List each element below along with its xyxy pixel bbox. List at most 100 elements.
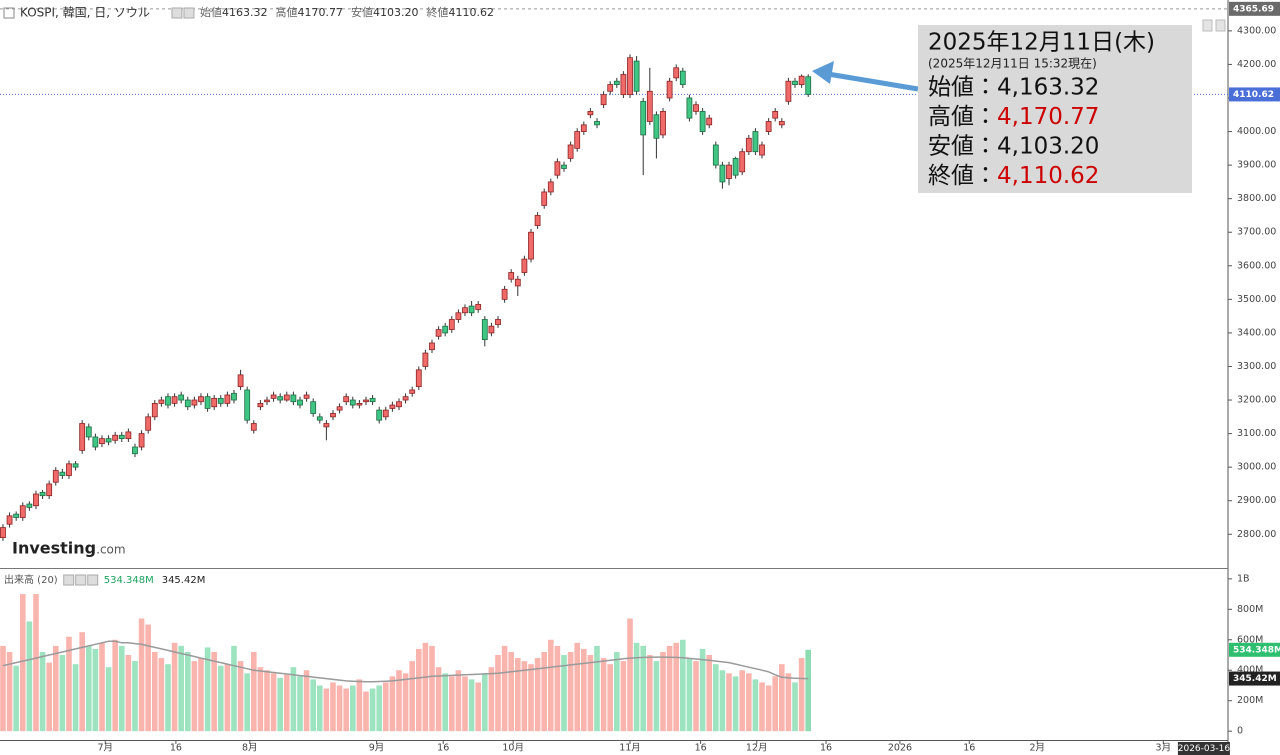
volume-last-label-box — [1229, 642, 1280, 657]
candle-body — [706, 117, 713, 126]
volume-bar — [541, 651, 548, 732]
candle-body — [165, 396, 171, 406]
candle-body — [184, 399, 191, 408]
candle-body — [323, 423, 330, 428]
volume-bar — [382, 682, 389, 732]
volume-ma-label-box — [1229, 671, 1280, 686]
volume-bar — [587, 655, 594, 732]
ohlc-value: 4170.77 — [297, 6, 343, 19]
candle-body — [376, 409, 383, 421]
candle-body — [264, 399, 270, 403]
candle-body — [607, 84, 614, 92]
cursor-date-box — [1177, 742, 1230, 755]
candle-body — [435, 329, 442, 337]
candle-body — [369, 397, 376, 403]
volume-bar — [409, 661, 415, 732]
volume-bar — [805, 649, 812, 732]
candle-body — [211, 397, 218, 408]
candle-body — [118, 434, 125, 440]
volume-bar — [6, 651, 13, 732]
x-tick-label: 10月 — [502, 743, 524, 754]
volume-bar — [600, 658, 607, 732]
candle-body — [798, 75, 805, 85]
x-tick-label: 16 — [695, 743, 707, 754]
candle-body — [719, 164, 726, 183]
y-tick-label: 2800.00 — [1237, 529, 1276, 540]
candle-body — [85, 426, 92, 438]
volume-bar — [343, 688, 349, 732]
chart-title: KOSPI, 韓国, 日, ソウル — [20, 6, 150, 20]
volume-bar — [402, 673, 409, 732]
candle-body — [699, 111, 706, 132]
candle-body — [554, 161, 561, 176]
volume-bar — [673, 642, 680, 732]
volume-bar — [66, 636, 72, 732]
volume-bar — [660, 651, 666, 732]
symbol-icon[interactable] — [3, 7, 15, 19]
volume-bar — [85, 645, 92, 732]
volume-bar — [772, 676, 779, 732]
volume-bar — [336, 685, 343, 732]
callout-label: 終値： — [928, 163, 997, 189]
candle-body — [151, 402, 158, 418]
volume-bar — [448, 676, 455, 732]
volume-bar — [297, 676, 303, 732]
volume-bar — [706, 655, 713, 732]
candle-body — [646, 90, 653, 122]
volume-bar — [283, 674, 290, 732]
candle-body — [33, 493, 39, 507]
x-tick-label: 2月 — [1029, 743, 1045, 754]
volume-bar — [508, 651, 514, 732]
candle-body — [686, 97, 693, 119]
volume-bar — [19, 594, 26, 732]
callout-label: 始値： — [928, 75, 997, 101]
candle-body — [422, 352, 429, 367]
y-tick-label: 2900.00 — [1237, 495, 1276, 506]
tool-icon[interactable] — [1215, 19, 1226, 32]
volume-bar — [455, 670, 462, 732]
candle-body — [158, 399, 165, 404]
candle-body — [765, 121, 772, 132]
volume-bar — [396, 670, 402, 732]
volume-bar — [198, 658, 204, 732]
candle-body — [191, 399, 198, 406]
candle-body — [198, 396, 204, 403]
candle-body — [792, 80, 798, 85]
volume-bar — [184, 651, 191, 732]
volume-last-label: 534.348M — [1233, 645, 1280, 655]
volume-bar — [429, 645, 435, 732]
candle-body — [805, 76, 812, 95]
volume-bar — [356, 679, 363, 732]
candle-body — [19, 505, 26, 518]
candle-body — [455, 312, 462, 320]
candle-body — [224, 394, 231, 404]
candle-body — [481, 319, 488, 341]
candle-body — [415, 369, 422, 388]
volume-bar — [13, 665, 19, 732]
y-tick-label: 200M — [1237, 695, 1263, 706]
candle-body — [217, 397, 224, 404]
volume-bar — [468, 679, 475, 732]
candle-body — [462, 307, 468, 314]
x-tick-label: 12月 — [746, 743, 768, 754]
header-icon — [63, 574, 75, 586]
candle-body — [356, 402, 363, 406]
candle-body — [290, 394, 297, 403]
candle-body — [521, 258, 528, 273]
callout-arrow-head — [812, 61, 834, 84]
volume-bar — [633, 642, 640, 732]
volume-bar — [310, 679, 316, 732]
volume-bar — [264, 670, 270, 732]
candle-body — [739, 151, 746, 173]
volume-bar — [475, 682, 481, 732]
cursor-date: 2026-03-16 — [1178, 744, 1231, 754]
volume-bar — [693, 661, 699, 732]
candle-body — [270, 394, 277, 399]
volume-bar — [145, 624, 151, 732]
volume-bar — [415, 648, 422, 732]
candle-body — [99, 438, 105, 445]
header-icon — [75, 574, 87, 586]
volume-ma-last: 345.42M — [162, 575, 206, 586]
tool-icon[interactable] — [1202, 19, 1213, 32]
